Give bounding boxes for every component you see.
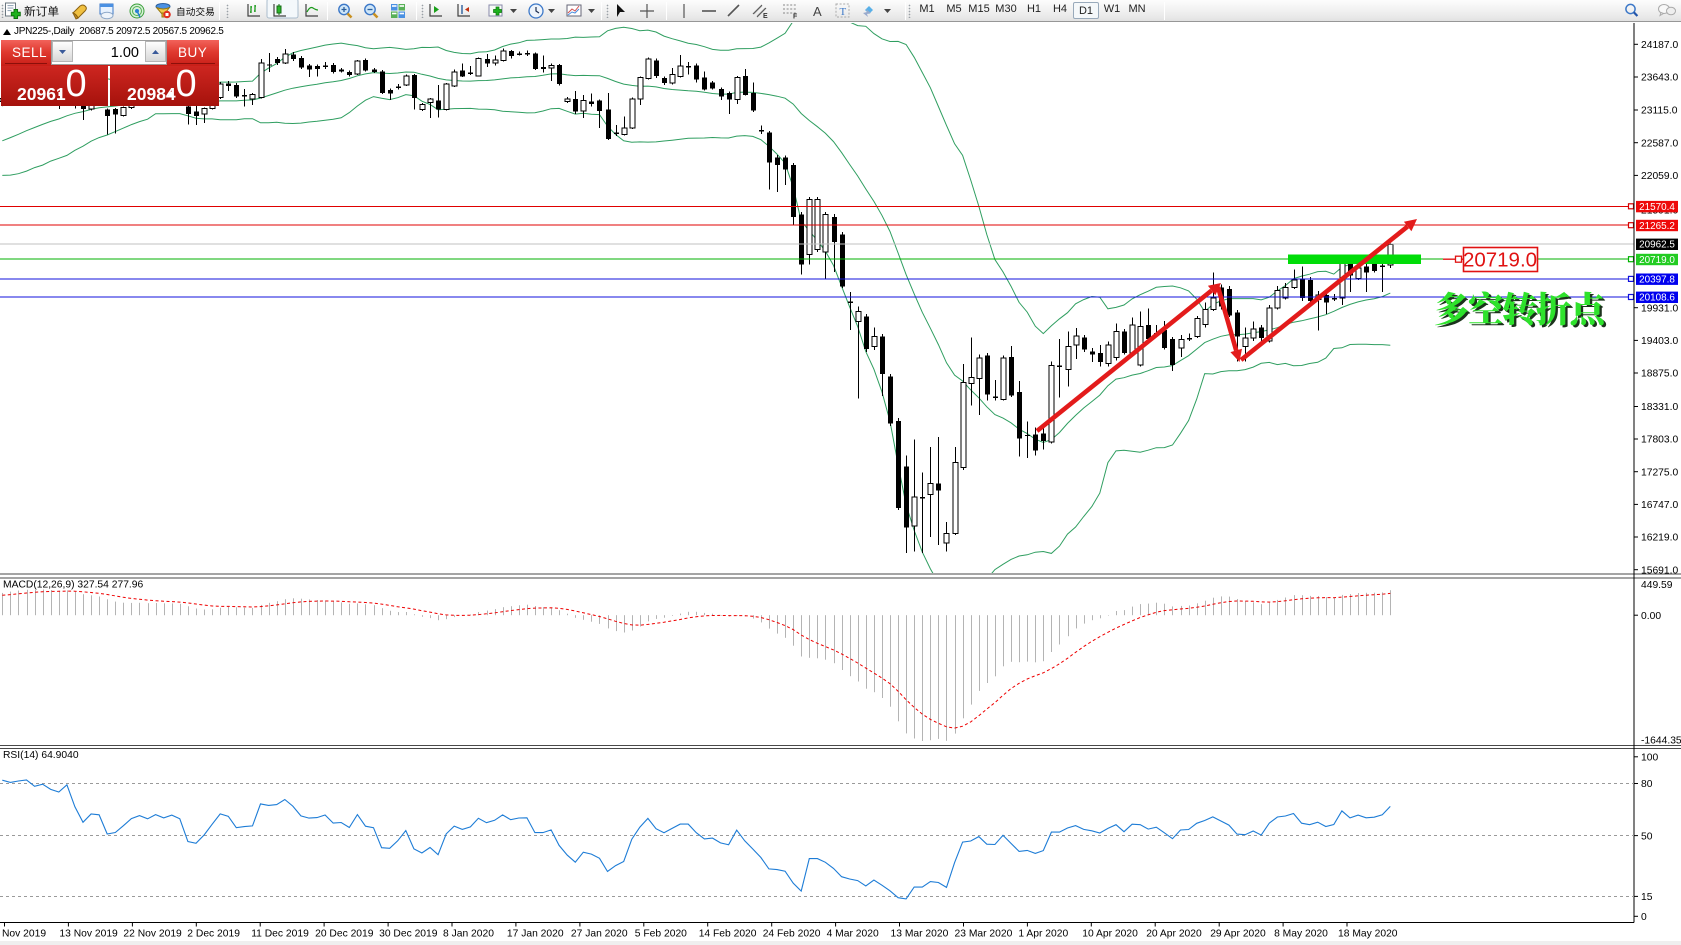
svg-text:8 Jan 2020: 8 Jan 2020 [443, 929, 494, 940]
svg-text:15691.0: 15691.0 [1641, 565, 1678, 576]
svg-text:18 May 2020: 18 May 2020 [1338, 929, 1398, 940]
svg-text:50: 50 [1641, 831, 1653, 842]
svg-text:F: F [793, 14, 798, 21]
svg-text:22587.0: 22587.0 [1641, 138, 1678, 149]
svg-text:15: 15 [1641, 892, 1653, 903]
svg-text:MACD(12,26,9) 327.54 277.96: MACD(12,26,9) 327.54 277.96 [3, 580, 144, 591]
svg-text:24187.0: 24187.0 [1641, 40, 1678, 51]
svg-text:17803.0: 17803.0 [1641, 435, 1678, 446]
svg-text:27 Jan 2020: 27 Jan 2020 [571, 929, 628, 940]
svg-text:0.00: 0.00 [1641, 611, 1661, 622]
svg-text:17275.0: 17275.0 [1641, 467, 1678, 478]
svg-text:2 Dec 2019: 2 Dec 2019 [187, 929, 240, 940]
svg-text:RSI(14) 64.9040: RSI(14) 64.9040 [3, 750, 79, 761]
svg-text:T: T [840, 6, 847, 18]
svg-text:22059.0: 22059.0 [1641, 171, 1678, 182]
svg-text:20962.5: 20962.5 [1639, 240, 1675, 251]
svg-text:80: 80 [1641, 779, 1653, 790]
svg-text:13 Mar 2020: 13 Mar 2020 [891, 929, 949, 940]
svg-text:21265.2: 21265.2 [1639, 221, 1675, 232]
svg-text:20 Dec 2019: 20 Dec 2019 [315, 929, 374, 940]
svg-text:19403.0: 19403.0 [1641, 336, 1678, 347]
svg-text:5 Feb 2020: 5 Feb 2020 [635, 929, 687, 940]
svg-text:20719.0: 20719.0 [1639, 255, 1675, 266]
svg-text:8 May 2020: 8 May 2020 [1274, 929, 1328, 940]
svg-text:23 Mar 2020: 23 Mar 2020 [955, 929, 1013, 940]
svg-text:A: A [813, 4, 822, 19]
svg-text:20397.8: 20397.8 [1639, 275, 1675, 286]
svg-text:10 Apr 2020: 10 Apr 2020 [1082, 929, 1138, 940]
svg-text:23115.0: 23115.0 [1641, 106, 1678, 117]
svg-text:11 Dec 2019: 11 Dec 2019 [251, 929, 309, 940]
svg-text:449.59: 449.59 [1641, 580, 1673, 591]
svg-text:Nov 2019: Nov 2019 [2, 929, 46, 940]
svg-text:20108.6: 20108.6 [1639, 293, 1675, 304]
svg-text:18875.0: 18875.0 [1641, 369, 1678, 380]
svg-text:E: E [763, 13, 768, 20]
svg-text:16219.0: 16219.0 [1641, 533, 1678, 544]
svg-text:0: 0 [1641, 912, 1647, 923]
svg-text:29 Apr 2020: 29 Apr 2020 [1210, 929, 1266, 940]
svg-text:16747.0: 16747.0 [1641, 500, 1678, 511]
svg-text:23643.0: 23643.0 [1641, 73, 1678, 84]
svg-text:24 Feb 2020: 24 Feb 2020 [763, 929, 821, 940]
svg-text:18331.0: 18331.0 [1641, 402, 1678, 413]
svg-text:21570.4: 21570.4 [1639, 202, 1675, 213]
svg-text:20719.0: 20719.0 [1463, 249, 1537, 272]
svg-text:17 Jan 2020: 17 Jan 2020 [507, 929, 564, 940]
svg-text:13 Nov 2019: 13 Nov 2019 [59, 929, 118, 940]
svg-text:4 Mar 2020: 4 Mar 2020 [827, 929, 879, 940]
svg-text:14 Feb 2020: 14 Feb 2020 [699, 929, 757, 940]
svg-text:20 Apr 2020: 20 Apr 2020 [1146, 929, 1202, 940]
svg-text:100: 100 [1641, 753, 1658, 764]
svg-text:-1644.35: -1644.35 [1641, 736, 1681, 747]
svg-text:22 Nov 2019: 22 Nov 2019 [123, 929, 182, 940]
svg-text:19931.0: 19931.0 [1641, 303, 1678, 314]
svg-text:1 Apr 2020: 1 Apr 2020 [1018, 929, 1068, 940]
svg-text:30 Dec 2019: 30 Dec 2019 [379, 929, 438, 940]
